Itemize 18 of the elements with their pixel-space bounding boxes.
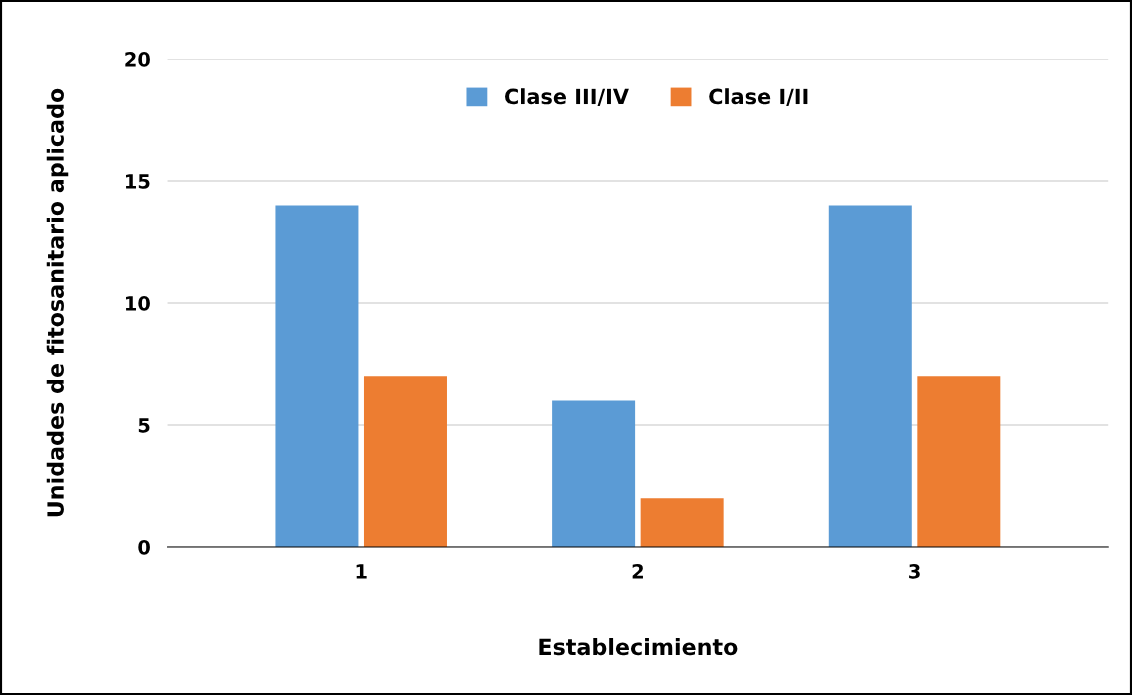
- x-tick-label: 3: [909, 563, 920, 579]
- legend-label: Clase I/II: [709, 88, 808, 106]
- y-tick-label: 10: [126, 295, 150, 311]
- x-axis-title: Establecimiento: [539, 638, 738, 656]
- y-tick-label: 5: [138, 418, 150, 433]
- bar: [275, 205, 359, 547]
- x-tick-label: 1: [356, 564, 367, 579]
- y-tick-label: 15: [126, 174, 150, 189]
- bar: [363, 376, 447, 547]
- bar: [640, 498, 724, 547]
- legend-label: Clase III/IV: [505, 88, 629, 106]
- bar: [828, 205, 912, 547]
- x-tick-label: 2: [632, 563, 643, 579]
- bar: [552, 400, 636, 547]
- y-tick-label: 0: [138, 539, 150, 555]
- y-tick-label: 20: [125, 52, 150, 67]
- y-axis-title: Unidades de fitosanitario aplicado: [46, 88, 69, 517]
- bar: [917, 376, 1001, 547]
